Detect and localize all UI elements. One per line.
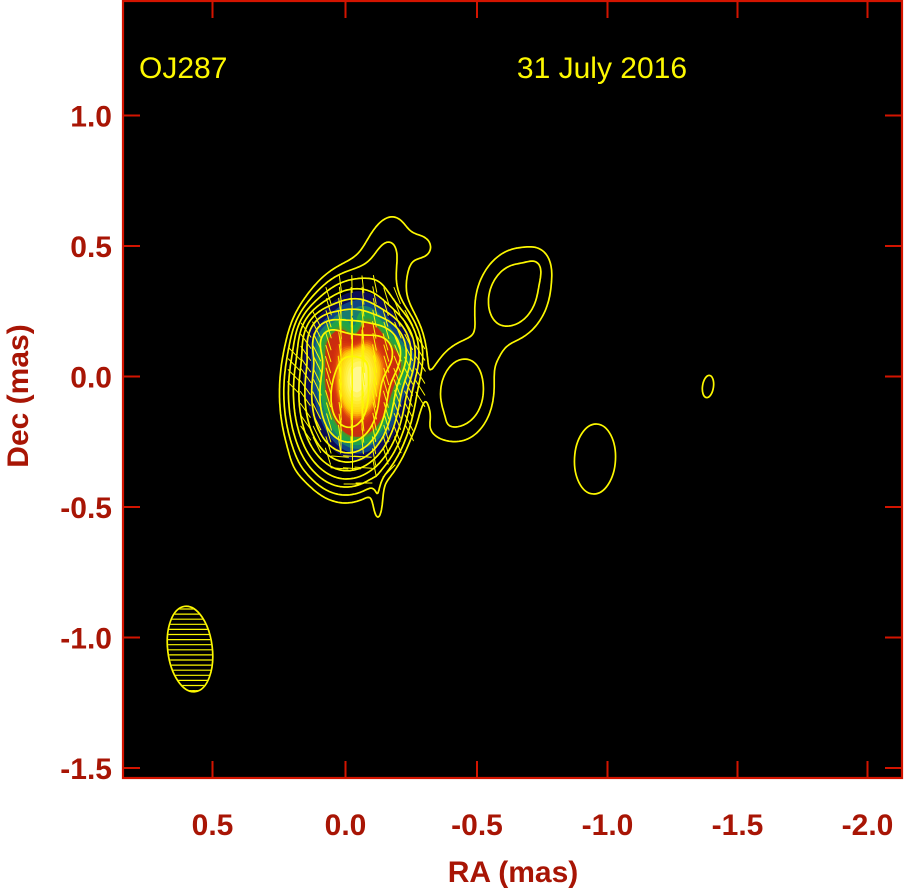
svg-text:-1.5: -1.5 (712, 809, 764, 842)
svg-text:-1.0: -1.0 (60, 622, 112, 655)
svg-text:OJ287: OJ287 (139, 52, 227, 85)
svg-text:31 July 2016: 31 July 2016 (517, 52, 687, 85)
svg-text:-1.0: -1.0 (582, 809, 634, 842)
svg-text:Dec (mas): Dec (mas) (2, 324, 35, 467)
svg-text:-0.5: -0.5 (451, 809, 503, 842)
svg-text:0.0: 0.0 (325, 809, 367, 842)
svg-text:0.5: 0.5 (70, 231, 112, 264)
svg-text:1.0: 1.0 (70, 100, 112, 133)
svg-text:-2.0: -2.0 (842, 809, 894, 842)
svg-text:RA (mas): RA (mas) (448, 856, 579, 889)
svg-text:-0.5: -0.5 (60, 492, 112, 525)
svg-text:-1.5: -1.5 (60, 753, 112, 786)
svg-text:0.0: 0.0 (70, 361, 112, 394)
svg-text:0.5: 0.5 (192, 809, 234, 842)
